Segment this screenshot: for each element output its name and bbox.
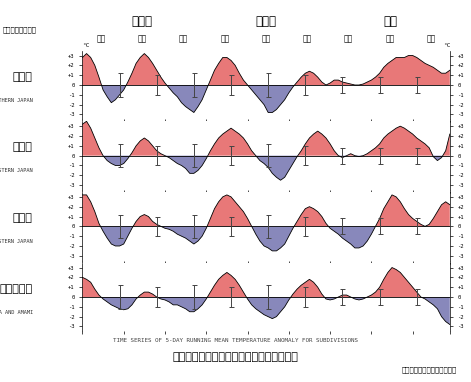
Text: 上旬: 上旬 bbox=[97, 35, 106, 44]
Text: 上旬: 上旬 bbox=[344, 35, 353, 44]
Text: °C: °C bbox=[81, 43, 89, 48]
Text: WESTERN JAPAN: WESTERN JAPAN bbox=[0, 239, 33, 244]
Text: 更新日：２０２４年２月９日: 更新日：２０２４年２月９日 bbox=[402, 367, 457, 373]
Text: 西日本: 西日本 bbox=[13, 213, 33, 223]
Text: °C: °C bbox=[443, 43, 451, 48]
Text: 中旬: 中旬 bbox=[261, 35, 271, 44]
Text: １１月: １１月 bbox=[132, 15, 153, 28]
Text: NORTHERN JAPAN: NORTHERN JAPAN bbox=[0, 98, 33, 103]
Text: 中旬: 中旬 bbox=[138, 35, 147, 44]
Text: 沖縄・奄美: 沖縄・奄美 bbox=[0, 284, 33, 294]
Text: 下旬: 下旬 bbox=[427, 35, 436, 44]
Text: 下旬: 下旬 bbox=[303, 35, 312, 44]
Text: OKINAWA AND AMAMI: OKINAWA AND AMAMI bbox=[0, 310, 33, 315]
Text: 中旬: 中旬 bbox=[385, 35, 395, 44]
Text: 上旬: 上旬 bbox=[220, 35, 229, 44]
Text: １月: １月 bbox=[383, 15, 397, 28]
Text: 下旬: 下旬 bbox=[179, 35, 188, 44]
Text: ２０２３／２４年: ２０２３／２４年 bbox=[2, 27, 36, 34]
Text: EASTERN JAPAN: EASTERN JAPAN bbox=[0, 168, 33, 173]
Text: 地域平均気温平年差の５日移動平均時系列: 地域平均気温平年差の５日移動平均時系列 bbox=[172, 352, 299, 363]
Text: TIME SERIES OF 5-DAY RUNNING MEAN TEMPERATURE ANOMALY FOR SUBDIVISIONS: TIME SERIES OF 5-DAY RUNNING MEAN TEMPER… bbox=[113, 338, 358, 343]
Text: １２月: １２月 bbox=[256, 15, 276, 28]
Text: 北日本: 北日本 bbox=[13, 72, 33, 82]
Text: 東日本: 東日本 bbox=[13, 142, 33, 152]
